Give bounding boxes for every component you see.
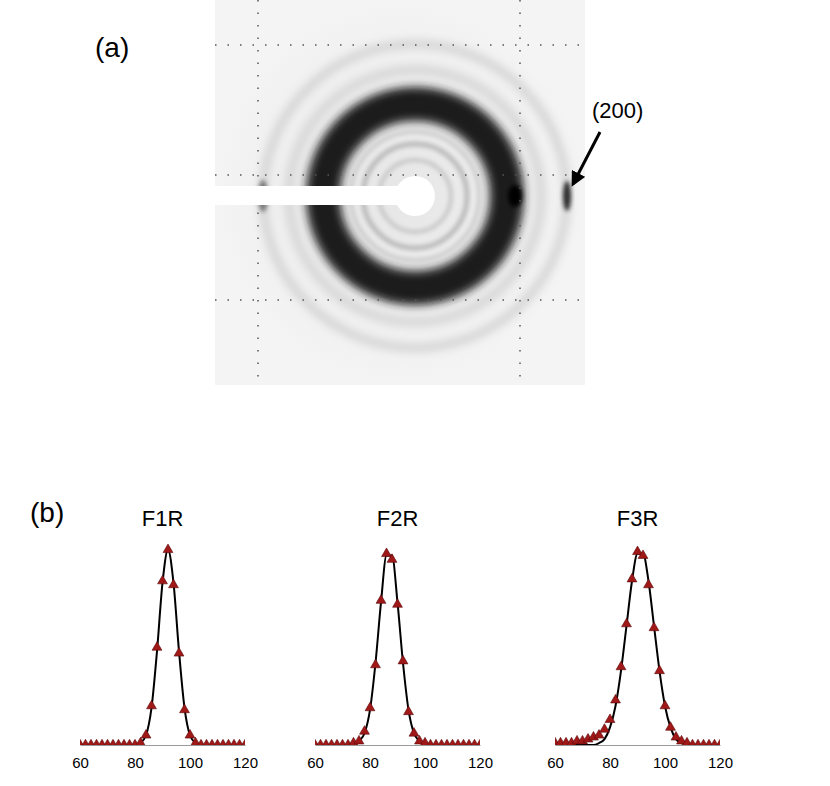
chart: F2R 60 80 100 120 — [307, 506, 493, 771]
tick: 80 — [362, 745, 379, 771]
axis-line — [81, 745, 246, 746]
data-point — [141, 730, 151, 739]
data-point — [638, 550, 648, 559]
chart: F1R 60 80 100 120 — [72, 506, 258, 771]
beam-stop — [215, 186, 415, 205]
detector-grid — [215, 299, 585, 301]
data-point — [649, 622, 659, 631]
data-point — [644, 579, 654, 588]
figure: (a)(200)(b)F1R6080100120F2R6080100120F3R… — [0, 0, 830, 786]
plot-area — [555, 546, 720, 745]
tick: 120 — [468, 745, 493, 771]
tick-label: 120 — [708, 754, 733, 771]
annotation-arrow — [573, 132, 600, 184]
data-point — [715, 739, 720, 745]
detector-grid — [215, 44, 585, 46]
tick-label: 120 — [468, 754, 493, 771]
tick-label: 80 — [362, 754, 379, 771]
x-axis: 60 80 100 120 — [307, 745, 493, 771]
axis-line — [556, 745, 721, 746]
data-point — [174, 648, 184, 657]
tick: 80 — [602, 745, 619, 771]
data-point — [163, 544, 173, 553]
tick-label: 80 — [127, 754, 144, 771]
chart-title: F2R — [377, 506, 419, 531]
reflection-spot — [563, 181, 571, 211]
detector-grid — [519, 0, 521, 385]
data-point — [147, 700, 157, 709]
data-point — [475, 739, 480, 745]
chart-title: F1R — [142, 506, 184, 531]
chart-title: F3R — [617, 506, 659, 531]
tick-label: 100 — [178, 754, 203, 771]
data-point — [600, 724, 610, 733]
data-point — [371, 659, 381, 668]
image-background — [215, 0, 585, 385]
data-point — [660, 700, 670, 709]
beam-stop — [395, 176, 435, 216]
tick: 80 — [127, 745, 144, 771]
x-axis: 60 80 100 120 — [72, 745, 258, 771]
data-point — [616, 661, 626, 670]
data-point — [627, 573, 637, 582]
data-point — [240, 739, 245, 745]
tick-label: 60 — [307, 754, 324, 771]
data-point — [185, 730, 195, 739]
data-point — [409, 728, 419, 737]
data-point — [387, 554, 397, 563]
annotation: (200) — [592, 98, 643, 123]
data-point — [666, 722, 676, 731]
data-point — [376, 595, 386, 604]
data-point — [382, 548, 392, 557]
data-point — [354, 735, 364, 744]
tick-label: 100 — [653, 754, 678, 771]
tick: 100 — [653, 745, 678, 771]
data-point — [398, 655, 408, 664]
tick: 60 — [307, 745, 324, 771]
tick: 100 — [413, 745, 438, 771]
data-point — [393, 599, 403, 608]
data-point — [622, 618, 632, 627]
chart: F3R 60 80 100 120 — [547, 506, 733, 771]
fit-line — [80, 550, 245, 745]
tick-label: 60 — [547, 754, 564, 771]
fit-line — [555, 554, 720, 745]
plot-area — [80, 544, 245, 745]
diffraction-image — [215, 0, 585, 385]
data-point — [152, 642, 162, 651]
x-axis: 60 80 100 120 — [547, 745, 733, 771]
tick-label: 100 — [413, 754, 438, 771]
tick: 60 — [547, 745, 564, 771]
tick: 60 — [72, 745, 89, 771]
plot-area — [315, 548, 480, 745]
data-point — [158, 575, 168, 584]
panel-label: (b) — [30, 497, 64, 528]
data-point — [404, 706, 414, 715]
tick-label: 60 — [72, 754, 89, 771]
data-point — [365, 702, 375, 711]
data-point — [605, 714, 615, 723]
tick-label: 120 — [233, 754, 258, 771]
data-point — [360, 726, 370, 735]
fit-line — [315, 556, 480, 745]
axis-line — [316, 745, 481, 746]
panel-label: (a) — [95, 32, 129, 63]
data-point — [655, 665, 665, 674]
data-point — [136, 737, 146, 745]
tick: 100 — [178, 745, 203, 771]
data-point — [169, 579, 179, 588]
tick: 120 — [708, 745, 733, 771]
data-point — [180, 704, 190, 713]
tick: 120 — [233, 745, 258, 771]
data-point — [611, 694, 621, 703]
tick-label: 80 — [602, 754, 619, 771]
detector-grid — [215, 174, 585, 176]
